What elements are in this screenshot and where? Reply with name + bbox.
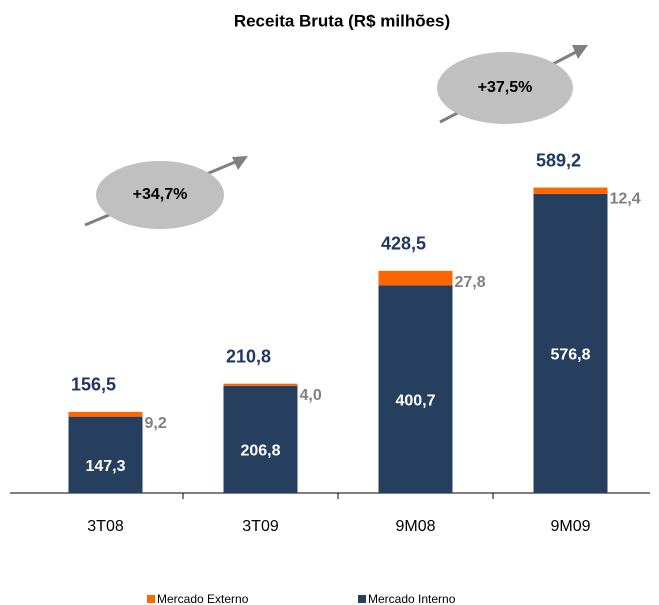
value-label: 27,8 xyxy=(455,274,486,291)
legend-swatch xyxy=(358,595,366,603)
annotation-label: +37,5% xyxy=(478,79,533,96)
chart-title: Receita Bruta (R$ milhões) xyxy=(234,11,450,30)
x-tick-label: 9M08 xyxy=(395,518,435,535)
x-tick-label: 3T09 xyxy=(242,518,279,535)
total-label: 156,5 xyxy=(71,375,116,395)
value-label: 576,8 xyxy=(550,347,590,364)
value-label: 147,3 xyxy=(85,458,125,475)
bar-segment xyxy=(68,416,143,493)
bar-segment xyxy=(533,187,608,194)
annotation-growth-1: +34,7% xyxy=(84,156,248,229)
annotation-label: +34,7% xyxy=(133,186,188,203)
legend-label: Mercado Externo xyxy=(157,592,249,605)
value-label: 206,8 xyxy=(240,443,280,460)
annotation-ellipse xyxy=(437,52,573,124)
bar-segment xyxy=(223,385,298,493)
total-label: 210,8 xyxy=(226,346,271,366)
total-label: 589,2 xyxy=(536,150,581,170)
bar-segment xyxy=(378,270,453,286)
x-tick-label: 9M09 xyxy=(550,518,590,535)
bar-segment xyxy=(68,411,143,417)
legend-label: Mercado Interno xyxy=(368,592,456,605)
value-label: 400,7 xyxy=(395,392,435,409)
value-label: 4,0 xyxy=(300,387,322,404)
x-tick-label: 3T08 xyxy=(87,518,124,535)
arrow-head xyxy=(572,45,588,59)
bar-segment xyxy=(378,285,453,493)
value-label: 9,2 xyxy=(145,415,167,432)
legend-swatch xyxy=(147,595,155,603)
arrow-head xyxy=(232,156,248,170)
total-label: 428,5 xyxy=(381,234,426,254)
annotation-growth-2: +37,5% xyxy=(437,45,588,124)
value-label: 12,4 xyxy=(610,191,641,208)
bar-segment xyxy=(533,193,608,493)
annotation-ellipse xyxy=(96,161,224,229)
bar-segment xyxy=(223,383,298,386)
